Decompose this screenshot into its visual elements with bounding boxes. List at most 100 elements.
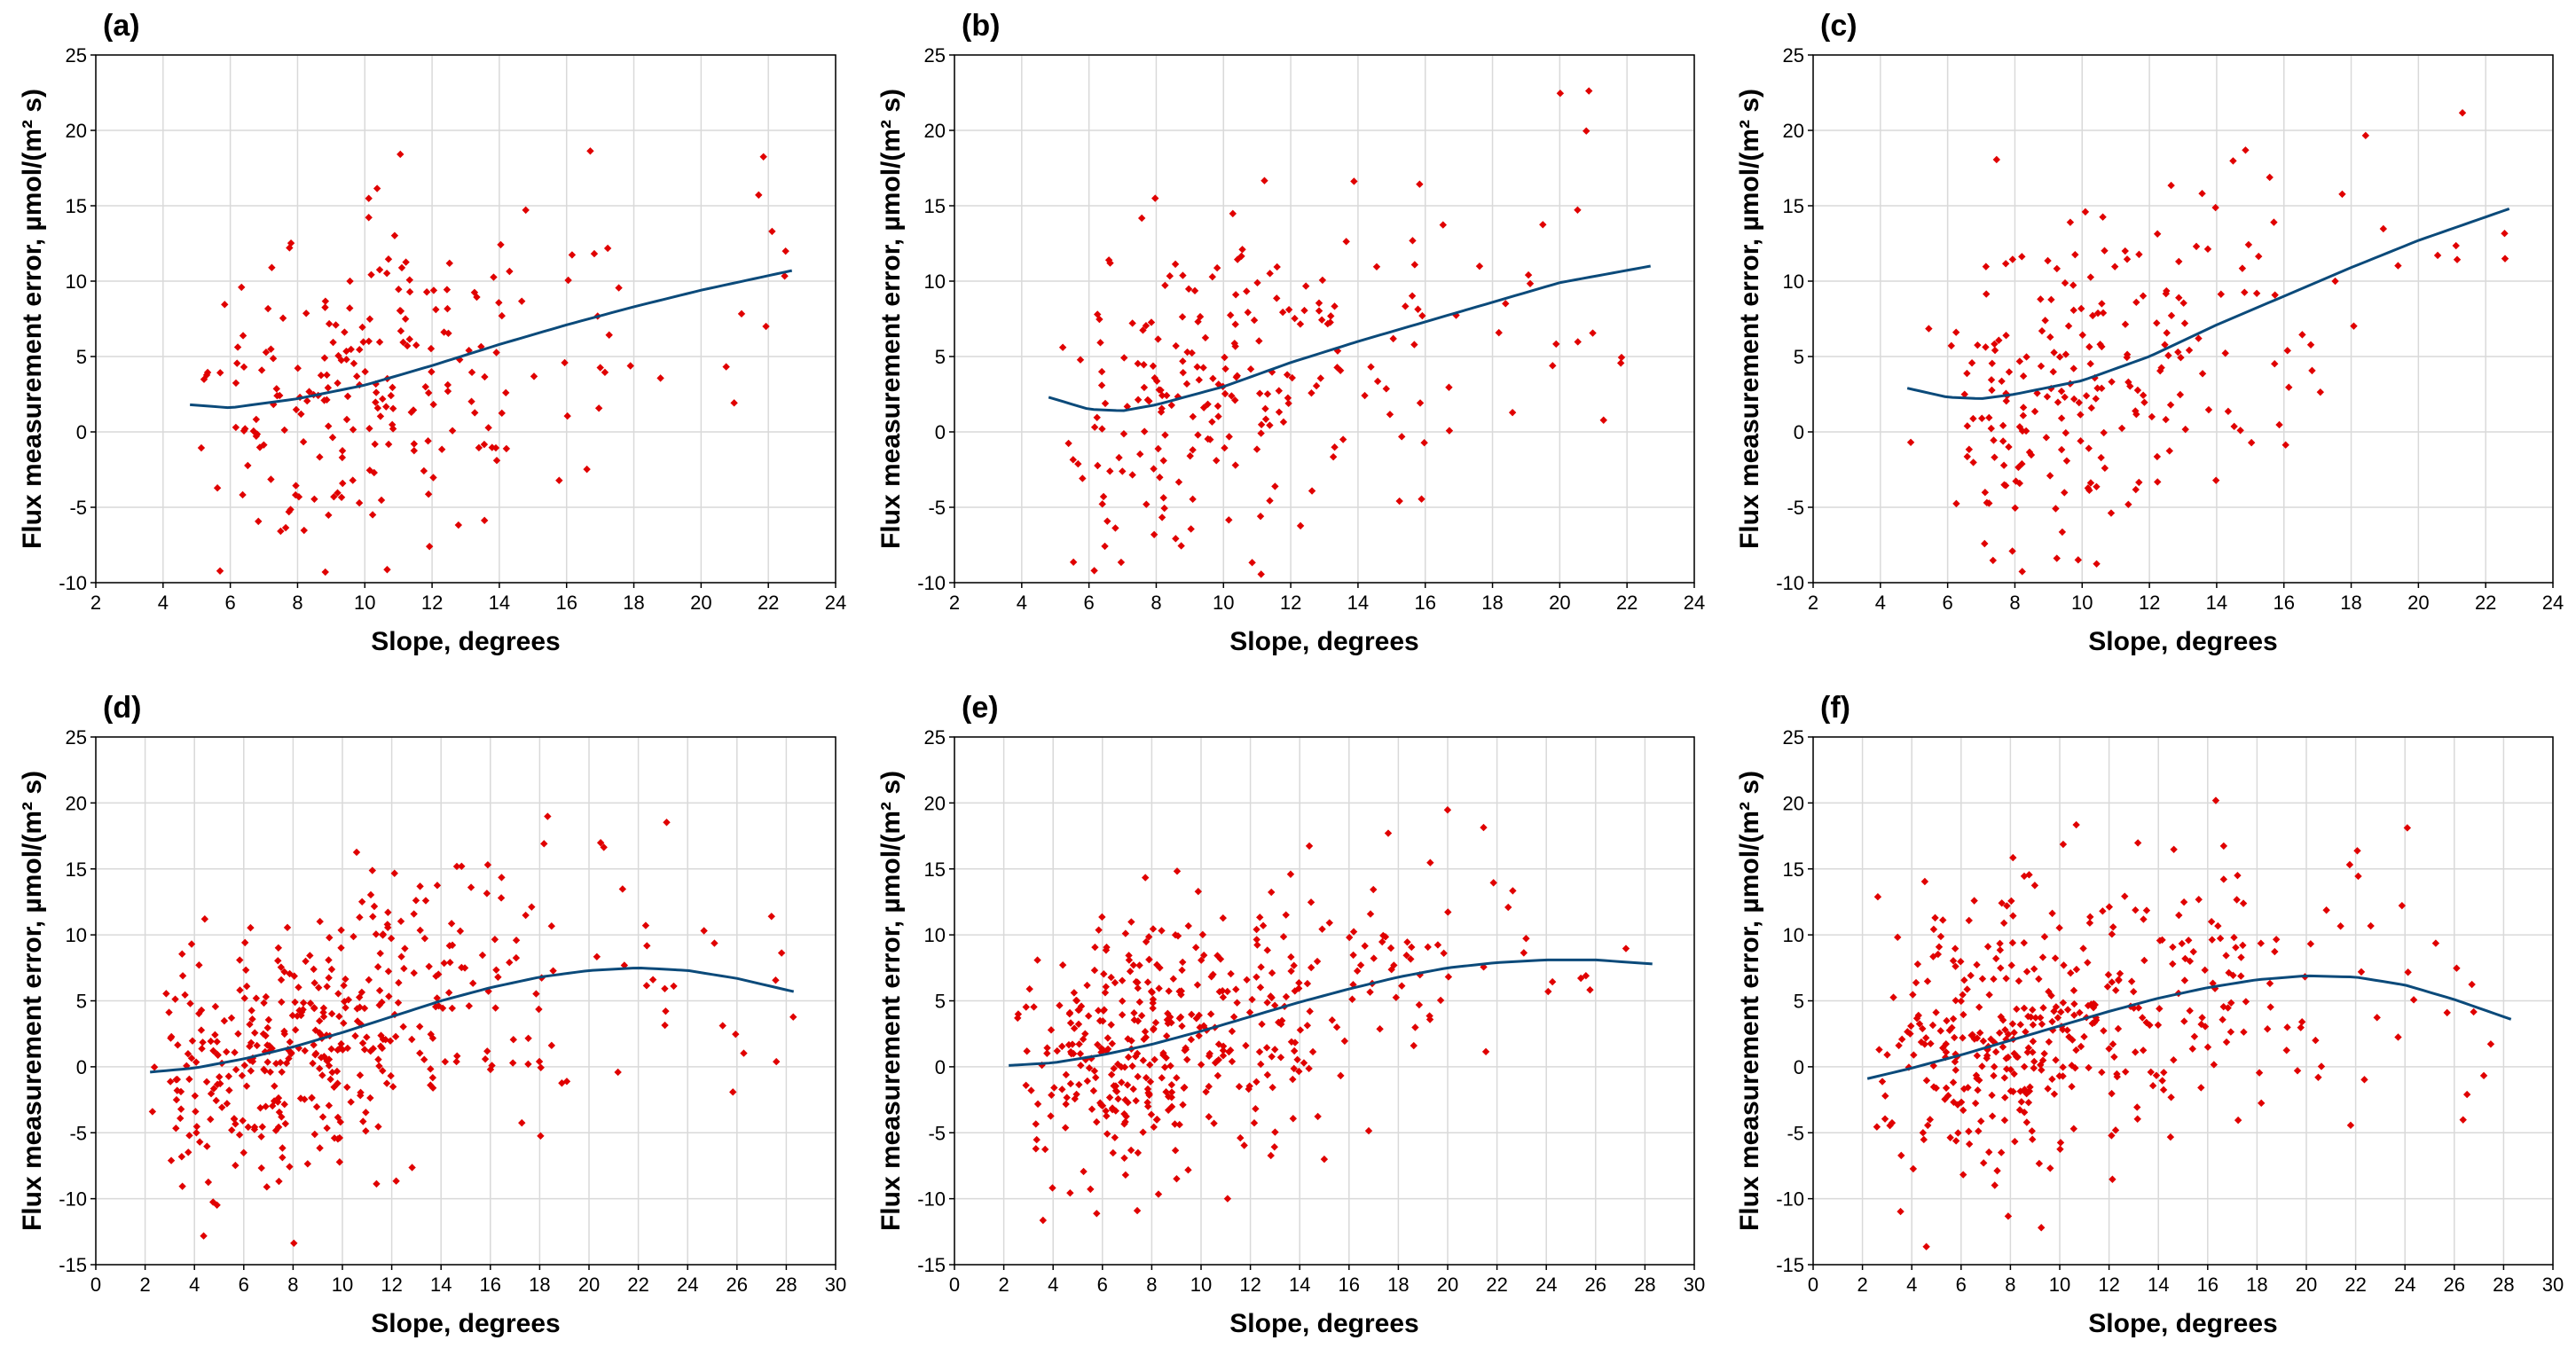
scatter-point [1201, 333, 1210, 342]
scatter-point [1108, 1039, 1117, 1047]
x-tick-label: 4 [1875, 592, 1886, 614]
scatter-point [1098, 500, 1106, 508]
scatter-point [777, 949, 786, 957]
scatter-point [240, 1062, 248, 1070]
scatter-point [1924, 1121, 1932, 1130]
scatter-point [1177, 987, 1185, 995]
scatter-point [1246, 365, 1255, 373]
scatter-point [1094, 1007, 1103, 1015]
scatter-point [2207, 918, 2216, 926]
y-tick-label: 0 [1794, 421, 1804, 443]
scatter-point [2088, 311, 2097, 320]
scatter-point [335, 1133, 344, 1142]
scatter-point [355, 498, 364, 507]
scatter-point [2357, 968, 2366, 976]
scatter-point [379, 395, 387, 404]
scatter-point [494, 973, 502, 981]
scatter-point [280, 426, 288, 435]
scatter-point [1041, 1145, 1049, 1154]
scatter-point [590, 249, 599, 258]
x-tick-label: 28 [775, 1274, 797, 1296]
scatter-point [327, 965, 336, 974]
scatter-point [1206, 1049, 1213, 1058]
scatter-point [1213, 457, 1221, 465]
y-tick-label: 5 [1794, 991, 1804, 1013]
scatter-point [1094, 310, 1102, 318]
scatter-point [1165, 987, 1173, 995]
scatter-point [216, 567, 224, 575]
fit-line [1866, 974, 2512, 1080]
scatter-point [1395, 497, 1403, 506]
scatter-point [2046, 1164, 2054, 1172]
scatter-point [1928, 1021, 1937, 1030]
scatter-point [292, 405, 301, 414]
scatter-point [2135, 478, 2143, 487]
scatter-point [228, 1126, 236, 1134]
scatter-point [1408, 292, 1417, 300]
scatter-point [395, 285, 403, 294]
scatter-point [1137, 1011, 1146, 1020]
plot-frame [1812, 54, 2554, 584]
scatter-point [1262, 1044, 1271, 1052]
scatter-point [1480, 963, 1488, 971]
scatter-point [1257, 420, 1266, 429]
x-tick-label: 18 [529, 1274, 550, 1296]
scatter-point [2462, 1090, 2471, 1099]
scatter-point [1287, 952, 1295, 961]
scatter-point [1064, 1040, 1073, 1049]
scatter-point [1952, 1137, 1960, 1145]
scatter-point [1179, 271, 1187, 279]
scatter-point [1415, 1000, 1424, 1009]
scatter-point [1504, 903, 1512, 912]
scatter-point [1163, 391, 1171, 400]
scatter-point [1384, 829, 1393, 837]
scatter-point [2019, 404, 2028, 412]
scatter-point [1063, 1094, 1071, 1101]
scatter-point [372, 930, 381, 938]
scatter-point [2104, 970, 2113, 979]
x-tick-label: 8 [287, 1274, 298, 1296]
scatter-point [1231, 396, 1239, 404]
scatter-point [2036, 1014, 2045, 1022]
scatter-point [375, 338, 384, 346]
scatter-point [1103, 1034, 1112, 1042]
scatter-point [177, 1087, 185, 1096]
scatter-point [2185, 937, 2193, 945]
scatter-point [1166, 272, 1174, 280]
scatter-point [366, 890, 375, 899]
scatter-point [425, 542, 434, 551]
scatter-point [403, 341, 412, 350]
scatter-point [263, 304, 272, 313]
scatter-point [252, 415, 261, 424]
scatter-point [2345, 860, 2354, 869]
scatter-point [263, 1058, 271, 1066]
scatter-point [2114, 1024, 2123, 1033]
scatter-point [2029, 1038, 2038, 1046]
scatter-point [2050, 349, 2058, 357]
scatter-point [239, 1117, 247, 1125]
scatter-point [1124, 1053, 1133, 1062]
scatter-point [1370, 954, 1378, 962]
scatter-point [1232, 985, 1240, 993]
scatter-point [1300, 306, 1308, 315]
scatter-point [1973, 1052, 1982, 1060]
scatter-point [1111, 524, 1119, 532]
scatter-point [473, 293, 481, 302]
scatter-point [1058, 1042, 1066, 1051]
scatter-point [1267, 1151, 1275, 1160]
scatter-point [2062, 428, 2070, 437]
scatter-point [365, 976, 373, 984]
scatter-point [1263, 1070, 1272, 1079]
scatter-point [2072, 965, 2081, 974]
scatter-point [2059, 999, 2068, 1007]
scatter-point [363, 1033, 371, 1041]
scatter-point [306, 952, 314, 960]
scatter-point [2085, 919, 2094, 927]
scatter-point [2281, 441, 2289, 449]
scatter-point [1183, 1055, 1191, 1063]
scatter-point [1936, 1027, 1944, 1035]
scatter-point [518, 1118, 526, 1127]
scatter-point [2266, 979, 2274, 988]
scatter-point [1443, 806, 1452, 814]
scatter-point [2121, 1068, 2130, 1076]
